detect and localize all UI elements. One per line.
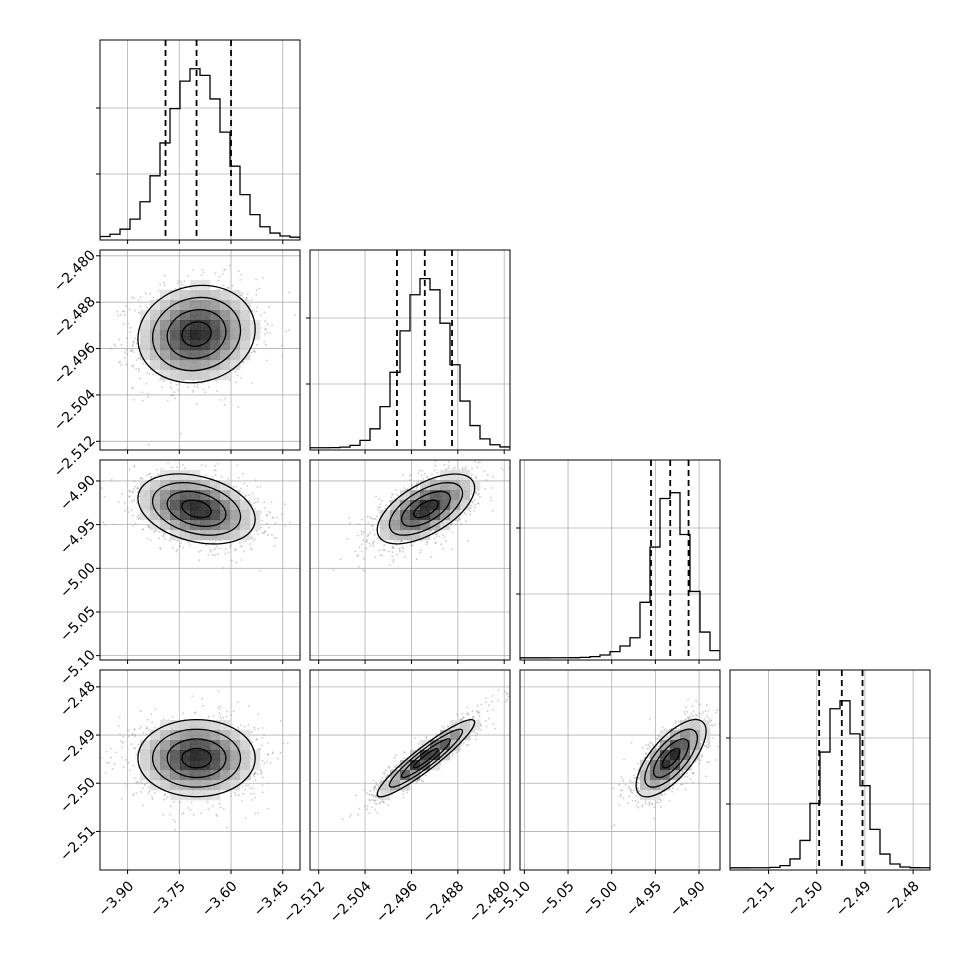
panel-3-1 (309, 669, 511, 874)
contour (181, 499, 212, 519)
contour (181, 747, 212, 769)
y-tick-label: −2.488 (51, 294, 99, 342)
panel-3-0 (96, 669, 301, 874)
panel-frame (309, 459, 511, 661)
contour (644, 728, 698, 788)
y-tick-label: −2.512 (51, 433, 99, 481)
density-grid (380, 470, 481, 541)
histogram (100, 68, 300, 239)
histogram (520, 492, 720, 659)
panel-3-3 (726, 669, 931, 874)
contour (151, 296, 242, 372)
y-tick-label: −2.496 (51, 340, 99, 388)
density-grid (140, 280, 261, 381)
panel-frame (309, 249, 511, 451)
panel-frame (99, 249, 301, 451)
density-grid (380, 720, 481, 801)
contour (376, 473, 476, 545)
panel-2-2 (516, 459, 721, 664)
y-tick-label: −2.50 (57, 775, 99, 817)
y-tick-label: −5.05 (57, 603, 99, 645)
contour (661, 747, 681, 769)
panel-frame (729, 669, 931, 871)
contour (376, 718, 476, 798)
panel-frame (519, 459, 721, 661)
x-tick-label: −3.90 (96, 878, 138, 920)
contour (388, 728, 464, 788)
density-grid (140, 470, 261, 541)
x-tick-label: −2.49 (833, 878, 875, 920)
x-tick-label: −2.51 (737, 878, 779, 920)
contour (151, 728, 242, 788)
x-tick-label: −4.90 (667, 878, 709, 920)
panel-frame (99, 669, 301, 871)
panel-frame (519, 669, 721, 871)
panel-frame (309, 669, 511, 871)
x-tick-label: −2.496 (373, 878, 421, 926)
contour (652, 738, 690, 779)
y-tick-label: −5.00 (57, 560, 99, 602)
panel-0-0 (96, 39, 301, 244)
contour (635, 718, 707, 798)
y-tick-label: −2.504 (51, 386, 99, 434)
contour (413, 747, 439, 769)
y-tick-label: −5.10 (57, 647, 99, 689)
y-tick-label: −2.51 (57, 823, 99, 865)
y-tick-label: −2.480 (51, 247, 99, 295)
x-tick-label: −3.60 (199, 878, 241, 920)
panel-1-1 (306, 249, 511, 454)
contour (166, 738, 227, 779)
x-tick-label: −5.05 (536, 878, 578, 920)
panel-3-2 (519, 669, 721, 874)
contour (181, 321, 212, 347)
x-tick-label: −2.504 (327, 878, 375, 926)
x-tick-label: −2.48 (881, 878, 923, 920)
panel-frame (99, 459, 301, 661)
x-tick-label: −2.488 (419, 878, 467, 926)
contour (137, 718, 256, 798)
contour (166, 490, 227, 528)
y-tick-label: −2.49 (57, 727, 99, 769)
panel-2-1 (309, 459, 511, 664)
x-tick-label: −5.00 (580, 878, 622, 920)
contour (137, 473, 256, 545)
contour (151, 482, 242, 536)
x-tick-label: −3.75 (147, 878, 189, 920)
contour (400, 490, 451, 528)
contour (413, 499, 439, 519)
histogram (310, 277, 510, 449)
contour (166, 309, 227, 360)
contour (137, 284, 256, 384)
panel-2-0 (96, 459, 301, 664)
contour (388, 482, 464, 536)
x-tick-label: −4.95 (623, 878, 665, 920)
panel-frame (99, 39, 301, 241)
histogram (730, 700, 930, 869)
x-tick-label: −2.50 (785, 878, 827, 920)
contour (400, 738, 451, 779)
density-grid (140, 720, 261, 801)
y-tick-label: −4.95 (57, 516, 99, 558)
panel-1-0 (96, 249, 301, 454)
